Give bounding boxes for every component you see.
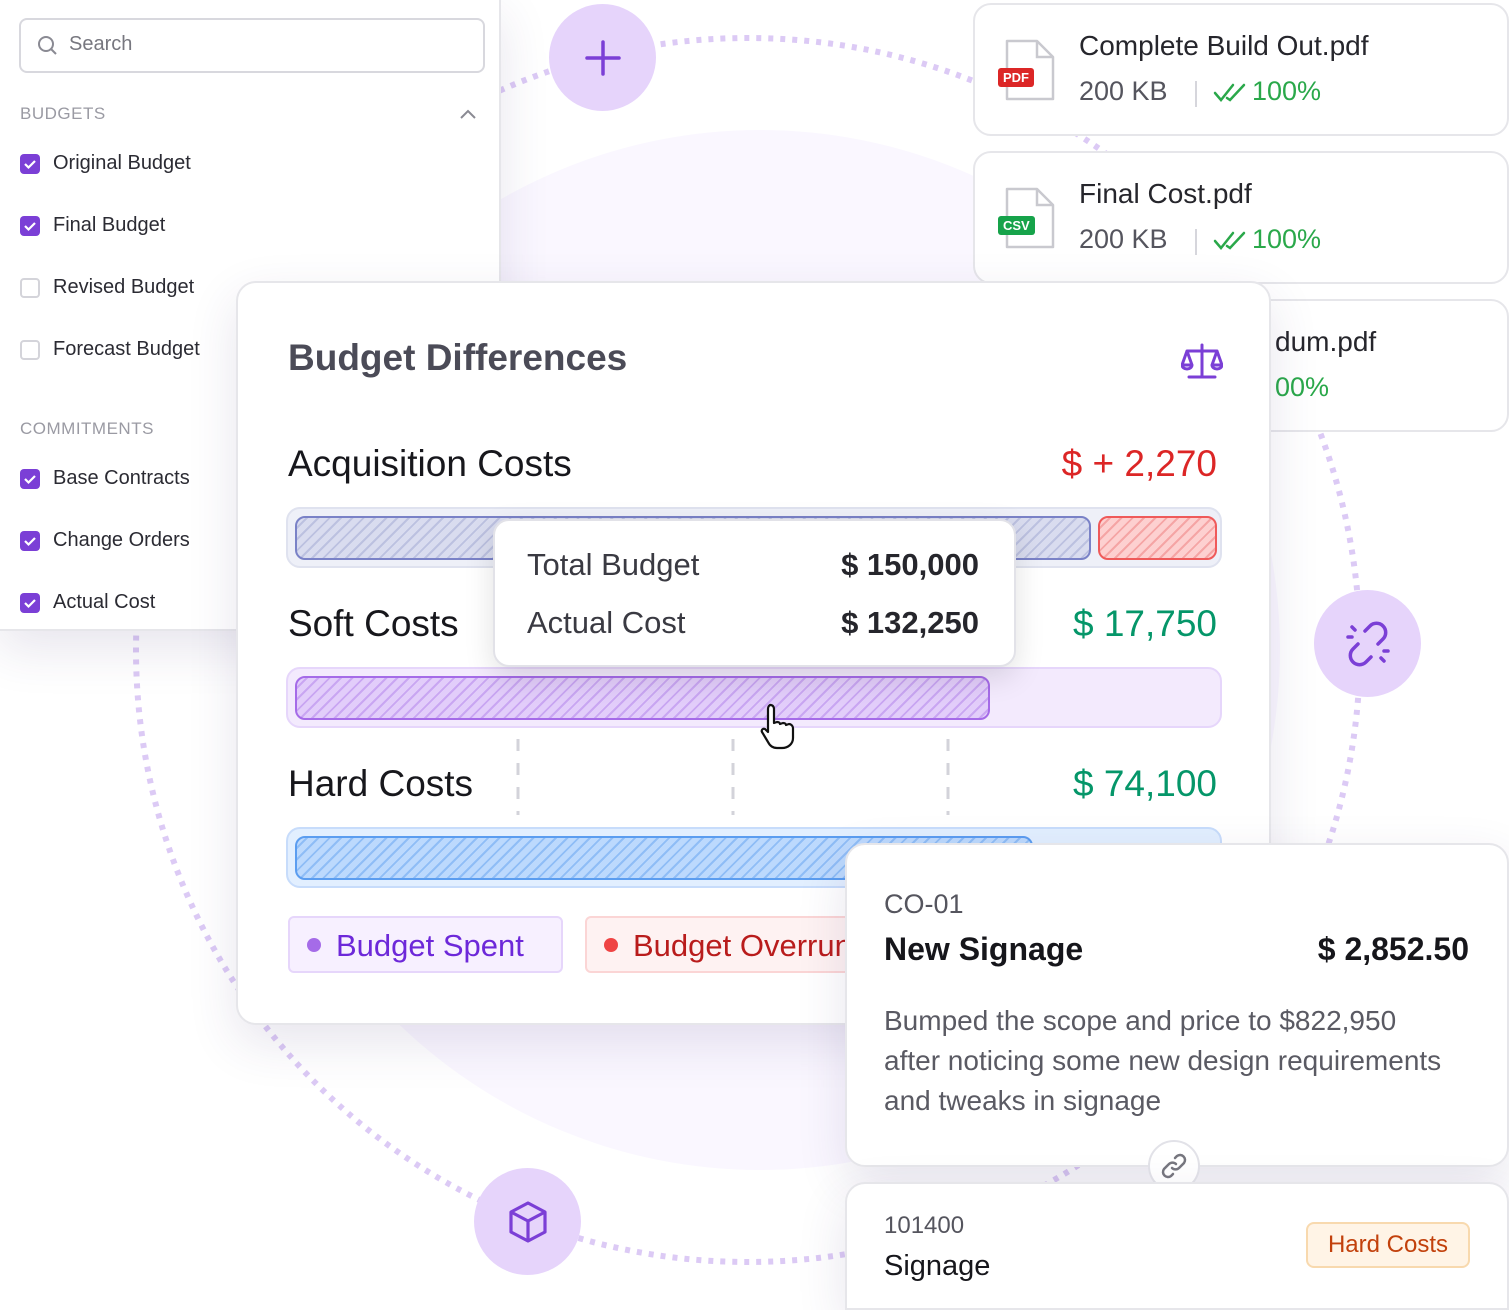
check	[24, 599, 36, 609]
file-badge: PDF	[998, 68, 1034, 87]
checkbox[interactable]	[20, 593, 40, 613]
co-description: Bumped the scope and price to $822,950 a…	[884, 1005, 1442, 1116]
check	[24, 475, 36, 485]
filter-label: Final Budget	[53, 214, 166, 236]
divider	[1195, 81, 1197, 107]
filter-label: Change Orders	[53, 529, 190, 551]
file-card[interactable]: CSV Final Cost.pdf 200 KB 100%	[973, 151, 1509, 284]
divider	[1195, 229, 1197, 255]
filter-label: Forecast Budget	[53, 338, 200, 360]
link-icon	[1161, 1153, 1187, 1179]
checkbox[interactable]	[20, 154, 40, 174]
cursor	[760, 703, 795, 750]
search-placeholder: Search	[69, 33, 133, 55]
tooltip: Total Budget $ 150,000 Actual Cost $ 132,25…	[493, 519, 1016, 667]
budget-panel: Budget Differences Acquisition Costs $ + …	[236, 281, 1271, 1025]
row-label: Soft Costs	[288, 603, 459, 644]
cube-icon	[508, 1200, 547, 1243]
cost-name: Signage	[884, 1250, 991, 1282]
checkbox[interactable]	[20, 469, 40, 489]
row-amount: $ 17,750	[1072, 603, 1217, 644]
check	[24, 537, 36, 547]
done-icon	[1213, 83, 1246, 102]
add-button[interactable]	[549, 4, 656, 111]
legend-dot	[307, 938, 321, 952]
filter-label: Revised Budget	[53, 276, 195, 298]
file-size: 200 KB	[1079, 76, 1168, 106]
grid-dashes	[516, 739, 950, 815]
plus-icon	[584, 39, 621, 76]
file-size: 200 KB	[1079, 224, 1168, 254]
legend-dot	[604, 938, 618, 952]
file-progress: 100%	[1252, 76, 1322, 106]
row-amount: $ 74,100	[1072, 763, 1217, 804]
cost-code: 101400	[884, 1212, 965, 1239]
file-card[interactable]: PDF Complete Build Out.pdf 200 KB 100%	[973, 3, 1509, 136]
tooltip-amount: $ 132,250	[841, 605, 979, 640]
filter-label: Base Contracts	[53, 467, 190, 489]
filter-label: Actual Cost	[53, 591, 156, 613]
change-order-card[interactable]: CO-01 New Signage $ 2,852.50 Bumped the …	[845, 843, 1509, 1167]
group-title: BUDGETS	[20, 104, 106, 123]
group-title: COMMITMENTS	[20, 419, 154, 438]
done-icon	[1213, 231, 1246, 250]
bar-overrun	[1098, 516, 1217, 560]
bar-track	[286, 667, 1222, 728]
co-amount: $ 2,852.50	[1317, 931, 1469, 967]
search-icon	[38, 36, 57, 55]
file-badge: CSV	[998, 216, 1035, 235]
search-box[interactable]: Search	[19, 18, 485, 73]
broken-link-icon	[1345, 621, 1390, 666]
row-label: Acquisition Costs	[288, 443, 572, 484]
checkbox[interactable]	[20, 278, 40, 298]
bar-fill	[295, 676, 990, 720]
row-amount: $ + 2,270	[1061, 443, 1217, 484]
legend-pill: Budget Spent	[288, 916, 563, 973]
cost-tag: Hard Costs	[1306, 1222, 1470, 1268]
check	[24, 222, 36, 232]
file-name: Complete Build Out.pdf	[1079, 30, 1369, 61]
tooltip-amount: $ 150,000	[841, 547, 979, 582]
file-name: Final Cost.pdf	[1079, 178, 1252, 209]
link-button[interactable]	[1314, 590, 1421, 697]
file-progress: 100%	[1252, 224, 1322, 254]
collapse-icon[interactable]	[459, 108, 477, 120]
tooltip-label: Total Budget	[527, 547, 700, 582]
checkbox[interactable]	[20, 216, 40, 236]
co-title: New Signage	[884, 931, 1084, 967]
checkbox[interactable]	[20, 531, 40, 551]
cost-code-card[interactable]: 101400 Signage Hard Costs	[845, 1182, 1509, 1310]
cube-button[interactable]	[474, 1168, 581, 1275]
scales-icon	[1181, 343, 1223, 379]
tooltip-label: Actual Cost	[527, 605, 686, 640]
check	[24, 160, 36, 170]
legend-text: Budget Spent	[336, 928, 524, 963]
filter-label: Original Budget	[53, 152, 191, 174]
co-code: CO-01	[884, 889, 964, 919]
file-progress: 00%	[1275, 372, 1330, 402]
file-name: dum.pdf	[1275, 326, 1377, 357]
panel-title: Budget Differences	[288, 337, 628, 378]
checkbox[interactable]	[20, 340, 40, 360]
row-label: Hard Costs	[288, 763, 474, 804]
legend-text: Budget Overrun	[633, 928, 852, 963]
